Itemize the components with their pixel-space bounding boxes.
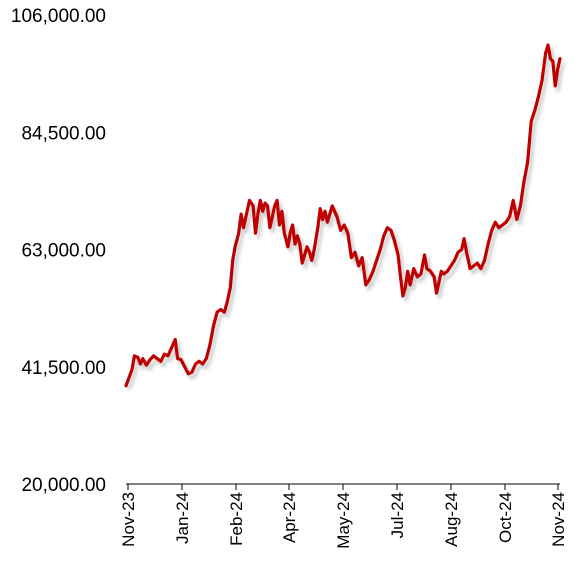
x-tick-label: Jan-24 (173, 492, 192, 544)
x-tick-label: Jul-24 (388, 492, 407, 538)
y-tick-label: 41,500.00 (21, 358, 106, 379)
x-tick-label: May-24 (334, 492, 353, 549)
x-tick-label: Aug-24 (442, 492, 461, 547)
series-shadow (127, 47, 565, 391)
x-tick-label: Nov-24 (549, 492, 568, 547)
series-line (124, 43, 562, 388)
x-axis: Nov-23 Jan-24 Feb-24 Apr-24 May-24 Jul-24 Aug-… (119, 483, 568, 549)
x-tick-label: Apr-24 (280, 492, 299, 543)
y-tick-label: 63,000.00 (21, 241, 106, 262)
x-tick-label: Nov-23 (119, 492, 138, 547)
y-tick-label: 106,000.00 (11, 6, 106, 27)
y-axis: 20,000.00 41,500.00 63,000.00 84,500.00 106,… (11, 6, 106, 496)
y-tick-label: 84,500.00 (21, 123, 106, 144)
plot-area (124, 43, 565, 391)
x-tick-label: Feb-24 (227, 492, 246, 546)
y-tick-label: 20,000.00 (21, 475, 106, 496)
x-tick-label: Oct-24 (496, 492, 515, 543)
